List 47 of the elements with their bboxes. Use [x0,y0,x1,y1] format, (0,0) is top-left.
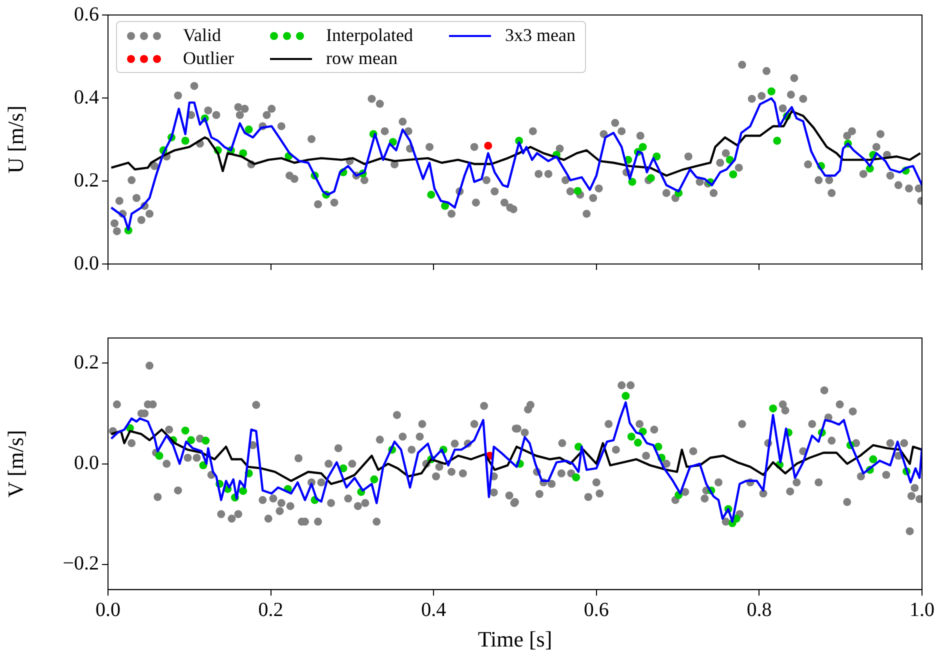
point [646,174,655,182]
point [767,87,776,96]
legend-label: 3x3 mean [504,25,576,46]
legend-label: Valid [183,25,221,46]
point [729,170,738,178]
x-tick-label: 1.0 [910,598,934,621]
point [440,202,449,210]
point [181,426,190,435]
legend-label: row mean [326,48,398,69]
point [244,126,253,134]
point [187,436,196,444]
y-tick-label: −0.2 [62,552,99,575]
x-axis-title: Time [s] [478,626,552,652]
point [202,436,210,445]
point [634,438,642,447]
point [572,473,580,482]
point [622,392,630,400]
point [370,475,378,484]
x-tick-label: 0.4 [421,598,446,621]
y-axis-title: V [m/s] [2,430,28,498]
y-tick-label: 0.2 [74,351,99,374]
point [574,186,582,195]
y-tick-label: 0.0 [74,452,99,474]
legend-label: Outlier [183,48,234,69]
point [652,152,661,161]
x-tick-label: 0.0 [96,598,120,621]
x-tick-label: 0.8 [746,598,772,621]
point [181,136,190,145]
x-tick-label: 0.6 [584,598,609,621]
y-axis-title: U [m/s] [2,106,28,174]
point [627,432,636,441]
point [628,178,636,186]
legend-label: Interpolated [326,25,413,46]
x-tick-label: 0.2 [258,598,284,621]
point [484,142,492,150]
y-tick-label: 0.0 [74,252,99,274]
point [239,149,248,158]
point [427,190,436,199]
y-tick-label: 0.4 [74,86,99,108]
point [239,486,248,495]
point [769,404,778,412]
point [869,455,878,464]
point [638,142,647,151]
y-tick-label: 0.6 [74,3,99,26]
y-tick-label: 0.2 [74,169,99,192]
point [155,452,164,460]
point [773,136,782,145]
